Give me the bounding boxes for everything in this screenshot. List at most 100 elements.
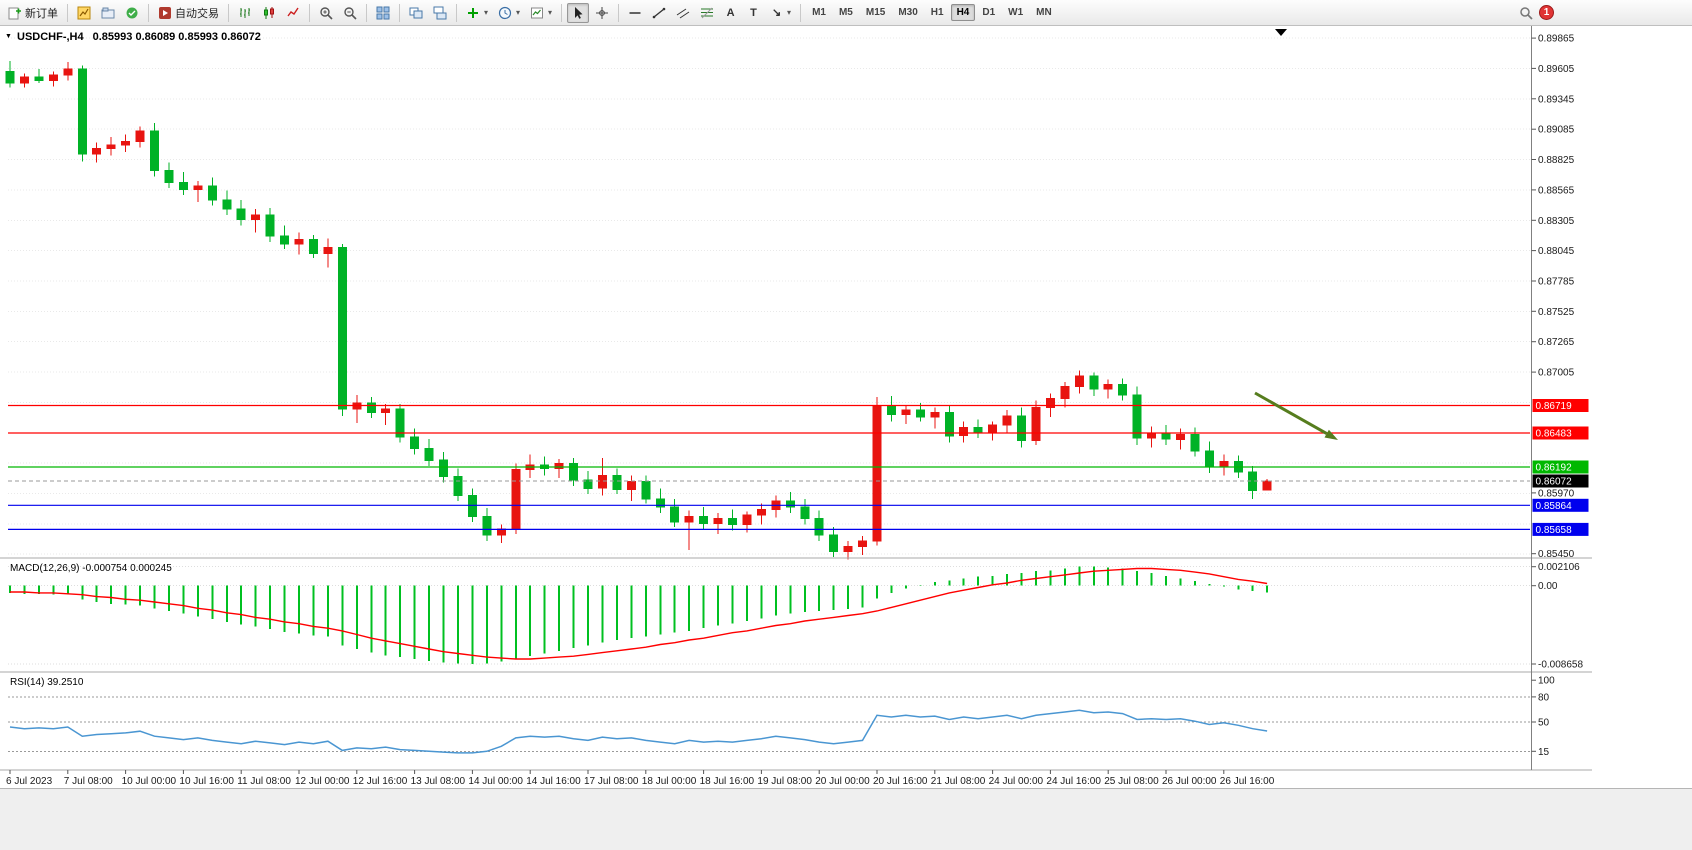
cursor-button[interactable] [567,2,590,23]
toolbar-separator [309,3,310,22]
svg-text:0.85450: 0.85450 [1538,549,1575,560]
search-button[interactable] [1515,3,1537,23]
text-tool-button[interactable]: A [720,3,741,23]
toolbar-separator [399,3,400,22]
svg-text:10 Jul 16:00: 10 Jul 16:00 [179,776,234,787]
level-price-label: 0.86483 [1532,426,1589,440]
candles [5,60,1272,560]
svg-text:18 Jul 16:00: 18 Jul 16:00 [700,776,755,787]
svg-text:12 Jul 16:00: 12 Jul 16:00 [353,776,408,787]
chart-window: 0.89865 0.89605 0.89345 0.89085 0.88825 0.885… [0,26,1692,850]
svg-text:18 Jul 00:00: 18 Jul 00:00 [642,776,697,787]
svg-text:0.86072: 0.86072 [1536,477,1573,488]
toolbar-separator [67,3,68,22]
horizontal-line-tool-button[interactable] [624,3,646,23]
timeframe-button-m15[interactable]: M15 [860,4,891,21]
svg-text:14 Jul 00:00: 14 Jul 00:00 [468,776,523,787]
bar-chart-button[interactable] [234,3,256,23]
timeframe-button-w1[interactable]: W1 [1002,4,1029,21]
channel-icon [676,6,690,20]
chart-shift-marker[interactable] [1275,29,1287,36]
autotrading-button[interactable]: 自动交易 [154,3,223,23]
level-price-label: 0.86719 [1532,399,1589,412]
toolbar-separator [561,3,563,22]
panel-separators[interactable] [0,557,1592,771]
market-watch-icon [125,6,139,20]
ohlc-values: 0.85993 0.86089 0.85993 0.86072 [92,31,261,43]
status-area [0,788,1692,850]
new-chart-button[interactable] [73,3,95,23]
timeframe-button-m1[interactable]: M1 [806,4,832,21]
zoom-in-button[interactable] [315,3,337,23]
timeframe-button-m5[interactable]: M5 [833,4,859,21]
toolbar-separator [618,3,620,22]
svg-text:11 Jul 08:00: 11 Jul 08:00 [237,776,291,787]
timeframe-group: M1 M5 M15 M30 H1 H4 D1 W1 MN [806,4,1058,21]
svg-text:0.87005: 0.87005 [1538,368,1575,379]
arrange-windows-button[interactable] [405,3,427,23]
new-chart-icon [77,6,91,20]
toolbar-separator [456,3,457,22]
rsi-level-lines [8,696,1530,752]
chart-menu-icon[interactable]: ▼ [5,33,12,40]
svg-text:25 Jul 08:00: 25 Jul 08:00 [1104,776,1159,787]
notification-badge[interactable]: 1 [1539,5,1554,20]
crosshair-button[interactable] [591,3,613,23]
price-gridlines [8,37,1530,555]
svg-text:-0.008658: -0.008658 [1538,660,1583,671]
timeframe-button-mn[interactable]: MN [1030,4,1058,21]
horizontal-line-icon [628,6,642,20]
arrange-windows-icon [409,6,423,20]
fibonacci-tool-button[interactable] [696,3,718,23]
trendline-tool-button[interactable] [648,3,670,23]
timeframe-button-h4[interactable]: H4 [950,4,976,21]
text-label-tool-button[interactable]: T [743,3,764,23]
chart-canvas[interactable]: 0.89865 0.89605 0.89345 0.89085 0.88825 0.885… [0,26,1692,788]
templates-button[interactable]: ▾ [526,3,556,23]
svg-text:0.89605: 0.89605 [1538,64,1575,75]
text-icon: A [726,6,735,19]
svg-text:20 Jul 00:00: 20 Jul 00:00 [815,776,870,787]
periods-button[interactable]: ▾ [494,3,524,23]
cascade-windows-button[interactable] [429,3,451,23]
market-watch-button[interactable] [121,3,143,23]
templates-icon [530,6,544,20]
level-price-label: 0.85864 [1532,498,1589,512]
autotrading-icon [158,6,172,20]
profiles-button[interactable] [97,3,119,23]
line-chart-icon [286,6,300,20]
svg-text:0.88825: 0.88825 [1538,155,1575,166]
svg-text:0.89865: 0.89865 [1538,34,1575,45]
svg-text:20 Jul 16:00: 20 Jul 16:00 [873,776,928,787]
timeframe-button-h1[interactable]: H1 [925,4,950,21]
toolbar-separator [228,3,229,22]
timeframe-button-m30[interactable]: M30 [892,4,923,21]
arrows-tool-button[interactable]: ↘ ▾ [766,3,795,23]
new-order-button[interactable]: 新订单 [4,3,62,23]
macd-indicator-label: MACD(12,26,9) -0.000754 0.000245 [10,563,172,574]
timeframe-button-d1[interactable]: D1 [976,4,1001,21]
svg-text:21 Jul 08:00: 21 Jul 08:00 [931,776,986,787]
toolbar-separator [366,3,367,22]
svg-text:0.87525: 0.87525 [1538,307,1575,318]
indicators-button[interactable]: ▾ [462,3,492,23]
channel-tool-button[interactable] [672,3,694,23]
tile-windows-button[interactable] [372,3,394,23]
current-price-label: 0.86072 [1532,474,1589,488]
svg-text:24 Jul 16:00: 24 Jul 16:00 [1046,776,1101,787]
cascade-windows-icon [433,6,447,20]
trendline-icon [652,6,666,20]
svg-text:100: 100 [1538,676,1555,687]
price-axis-labels: 0.89865 0.89605 0.89345 0.89085 0.88825 0.885… [1531,34,1575,560]
cursor-icon [571,6,585,20]
zoom-out-button[interactable] [339,3,361,23]
svg-text:0.89345: 0.89345 [1538,94,1575,105]
new-order-icon [8,6,22,20]
level-price-label: 0.85658 [1532,522,1589,536]
crosshair-icon [595,6,609,20]
trend-arrow-annotation[interactable] [1254,391,1338,440]
candlestick-chart-button[interactable] [258,3,280,23]
svg-text:0.88045: 0.88045 [1538,246,1575,257]
svg-text:0.85864: 0.85864 [1536,501,1573,512]
line-chart-button[interactable] [282,3,304,23]
